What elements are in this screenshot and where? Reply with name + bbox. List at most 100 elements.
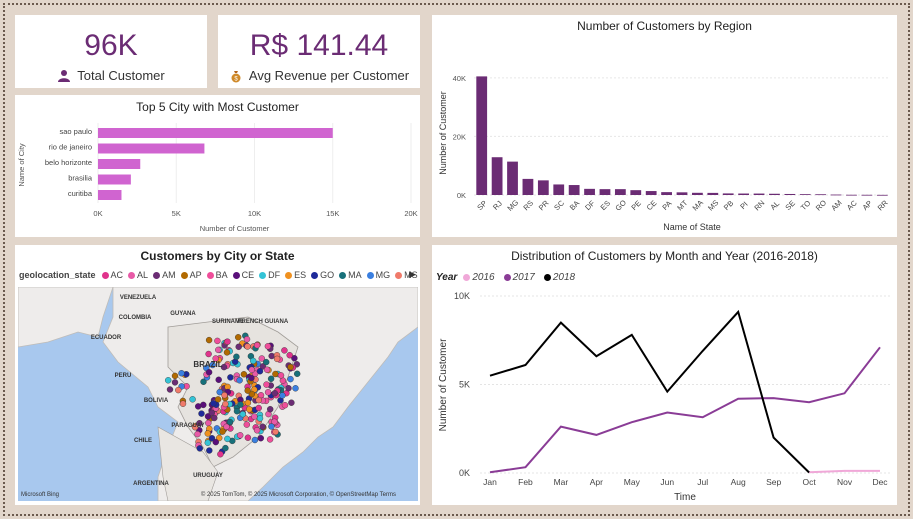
year-legend-item[interactable]: 2017 <box>503 272 535 283</box>
map-dot <box>273 355 281 363</box>
map-legend-item[interactable]: AL <box>128 270 148 280</box>
map-dot <box>263 381 270 388</box>
map-dot <box>264 343 272 350</box>
map-dot <box>215 376 222 384</box>
monthly-x-tick: May <box>624 477 641 487</box>
region-x-tick: BA <box>568 199 581 212</box>
year-legend-label: 2016 <box>472 272 495 283</box>
region-card[interactable]: Number of Customers by Region 0K 20K 40K SP… <box>432 15 897 237</box>
map-legend-item[interactable]: BA <box>206 270 228 280</box>
map-dot <box>214 337 221 345</box>
map-legend-item[interactable]: CE <box>232 270 254 280</box>
map-legend-item[interactable]: MS <box>395 270 418 280</box>
map-dot <box>286 351 293 359</box>
region-y-tick: 0K <box>457 191 466 200</box>
year-legend-item[interactable]: 2016 <box>463 272 495 283</box>
region-x-tick: RJ <box>491 199 504 212</box>
map-dot <box>272 370 279 378</box>
map-legend-label: AP <box>189 270 202 280</box>
region-y-axis-label: Number of Customer <box>438 91 448 175</box>
map-country-label: COLOMBIA <box>119 315 152 321</box>
map-legend-item[interactable]: DF <box>259 270 280 280</box>
map-credit[interactable]: © 2025 TomTom, © 2025 Microsoft Corporat… <box>200 492 396 498</box>
map-dot <box>227 374 234 381</box>
legend-dot-icon <box>101 271 109 279</box>
region-x-tick: SP <box>475 199 488 212</box>
map-country-label: BOLIVIA <box>144 398 169 404</box>
map-dot <box>224 338 231 345</box>
map-dots <box>164 332 301 458</box>
year-legend-item[interactable]: 2018 <box>543 272 575 283</box>
kpi-avg-revenue-card[interactable]: R$ 141.44 $ Avg Revenue per Customer <box>218 15 420 88</box>
monthly-x-tick: Sep <box>766 477 781 487</box>
map-legend-item[interactable]: MA <box>339 270 362 280</box>
map-dot <box>271 418 278 426</box>
top-cities-card[interactable]: Top 5 City with Most Customer 0K 5K 10K 15K… <box>15 95 420 237</box>
map-dot <box>178 369 185 377</box>
city-label: brasilia <box>68 174 93 183</box>
kpi-total-customer-label-row: Total Customer <box>15 68 207 83</box>
map-legend-item[interactable]: GO <box>311 270 334 280</box>
map-dot <box>248 390 256 398</box>
svg-text:$: $ <box>234 76 238 82</box>
legend-dot-icon <box>503 274 511 281</box>
map-dot <box>288 399 295 406</box>
map-dot <box>205 369 213 376</box>
map-country-label: CHILE <box>134 438 152 444</box>
map-dot <box>194 430 201 438</box>
map-dot <box>234 334 242 341</box>
map-dot <box>171 372 179 380</box>
map-dot <box>200 378 207 386</box>
region-x-tick: SC <box>552 198 566 212</box>
map-legend-item[interactable]: AM <box>153 270 176 280</box>
city-x-tick: 20K <box>404 209 417 218</box>
map-legend-item[interactable]: AC <box>101 270 123 280</box>
map-legend-item[interactable]: AP <box>180 270 202 280</box>
map-dot <box>243 336 251 343</box>
money-bag-icon: $ <box>231 70 241 82</box>
map-card[interactable]: Customers by City or State geolocation_s… <box>15 245 420 505</box>
map-dot <box>268 423 275 430</box>
map-dot <box>248 366 256 374</box>
map-view[interactable]: VENEZUELA GUYANA COLOMBIA SURINAME FRENCH GU… <box>18 287 418 501</box>
region-bar <box>876 194 888 196</box>
year-legend-label: 2017 <box>512 272 535 283</box>
legend-dot-icon <box>232 271 240 279</box>
region-x-tick: MS <box>706 198 720 212</box>
map-dot <box>246 406 253 413</box>
map-dot <box>259 363 267 370</box>
legend-next-arrow-icon[interactable]: ▶ <box>409 269 416 279</box>
city-x-tick: 15K <box>326 209 339 218</box>
map-dot <box>220 363 228 371</box>
top-cities-title: Top 5 City with Most Customer <box>136 100 299 114</box>
map-dot <box>253 427 261 434</box>
region-x-tick: TO <box>799 198 813 212</box>
map-dot <box>253 342 261 349</box>
legend-dot-icon <box>180 271 188 279</box>
map-dot <box>267 375 275 383</box>
map-legend-label: AL <box>137 270 149 280</box>
series-line-2017 <box>489 346 881 474</box>
map-dot <box>264 389 272 396</box>
map-dot <box>263 366 271 373</box>
map-legend-item[interactable]: ES <box>285 270 306 280</box>
map-dot <box>259 423 266 430</box>
monthly-card[interactable]: Distribution of Customers by Month and Y… <box>432 245 897 505</box>
region-x-axis-label: Name of State <box>663 222 721 232</box>
year-legend-title: Year <box>436 272 458 283</box>
region-x-tick: RN <box>752 198 766 212</box>
map-legend-item[interactable]: MG <box>366 270 390 280</box>
region-x-tick: PA <box>660 199 673 212</box>
map-dot <box>235 343 242 350</box>
map-dot <box>215 346 222 354</box>
region-x-tick: AL <box>768 199 781 212</box>
city-label: belo horizonte <box>45 158 92 167</box>
legend-dot-icon <box>395 271 403 279</box>
region-x-tick: RO <box>814 198 828 212</box>
region-x-tick: MG <box>505 198 520 213</box>
map-dot <box>248 374 255 382</box>
map-dot <box>179 400 187 407</box>
kpi-total-customer-card[interactable]: 96K Total Customer <box>15 15 207 88</box>
map-dot <box>239 410 247 418</box>
